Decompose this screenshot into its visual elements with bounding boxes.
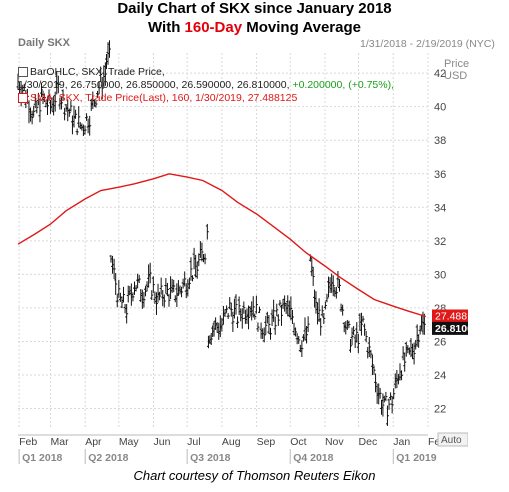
x-month-label: May [119, 436, 140, 448]
y-tick-label: 32 [434, 236, 446, 248]
x-quarter-label: Q3 2018 [190, 452, 230, 464]
x-month-label: Feb [19, 436, 37, 448]
x-month-label: Oct [290, 436, 306, 448]
legend-ohlc-values: 1/30/2019, 26.750000, 26.850000, 26.5900… [18, 79, 394, 91]
y-tick-label: 38 [434, 135, 446, 147]
x-month-label: Jan [393, 436, 410, 448]
sma-value-tag-text: 27.488125 [435, 311, 468, 323]
gridlines [18, 53, 429, 427]
legend-sma-label: SMA, SKX, Trade Price(Last), 160, 1/30/2… [30, 92, 298, 104]
x-month-label: Jul [187, 436, 200, 448]
legend-ohlc: BarOHLC, SKX, Trade Price, [18, 66, 165, 78]
chart-caption: Chart courtesy of Thomson Reuters Eikon [133, 468, 376, 483]
ohlc-bars [16, 40, 426, 426]
chart-panel[interactable]: 22 24 26 28 30 32 34 36 38 40 42 Feb Mar Apr May Jun Jul… [12, 35, 485, 465]
y-tick-label: 24 [434, 370, 446, 382]
y-tick-label: 34 [434, 202, 446, 214]
x-quarter-label: Q1 2018 [22, 452, 62, 464]
x-month-label: Mar [50, 436, 69, 448]
x-quarter-label: Q4 2018 [293, 452, 333, 464]
x-quarter-label: Q1 2019 [396, 452, 436, 464]
y-tick-label: 36 [434, 169, 446, 181]
legend-ohlc-value-text: 1/30/2019, 26.750000, 26.850000, 26.5900… [18, 79, 290, 91]
x-month-label: Nov [325, 436, 344, 448]
chart-subtitle: With 160-Day Moving Average [0, 19, 509, 36]
y-tick-label: 26 [434, 336, 446, 348]
x-quarter-label: Q2 2018 [88, 452, 128, 464]
x-month-label: Sep [257, 436, 276, 448]
price-unit-label: Price [444, 58, 470, 70]
y-tick-label: 22 [434, 404, 446, 416]
x-month-label: Dec [359, 436, 378, 448]
subtitle-prefix: With [148, 19, 185, 36]
y-tick-label: 42 [434, 68, 446, 80]
sma-legend-icon [18, 93, 28, 104]
y-tick-label: 30 [434, 269, 446, 281]
sma-160-line [17, 173, 427, 318]
panel-name: Daily SKX [18, 37, 70, 49]
ohlc-legend-icon [18, 67, 28, 78]
x-month-label: Aug [222, 436, 241, 448]
subtitle-highlight: 160-Day [184, 19, 243, 36]
x-month-label: Apr [85, 436, 102, 448]
auto-button-label: Auto [441, 435, 462, 446]
date-range: 1/31/2018 - 2/19/2019 (NYC) [360, 38, 495, 50]
x-month-label: Jun [154, 436, 171, 448]
y-tick-label: 40 [434, 102, 446, 114]
sma-line-group [17, 173, 427, 318]
chart-title: Daily Chart of SKX since January 2018 [117, 0, 392, 17]
legend-ohlc-change: +0.200000, (+0.75%), [292, 79, 395, 91]
value-tags: 27.48812526.810000 [432, 309, 485, 335]
legend-sma: SMA, SKX, Trade Price(Last), 160, 1/30/2… [18, 92, 297, 104]
subtitle-suffix: Moving Average [242, 19, 361, 36]
last-price-tag-text: 26.810000 [435, 323, 468, 335]
legend-ohlc-label: BarOHLC, SKX, Trade Price, [30, 66, 165, 78]
currency-unit-label: USD [444, 70, 468, 82]
